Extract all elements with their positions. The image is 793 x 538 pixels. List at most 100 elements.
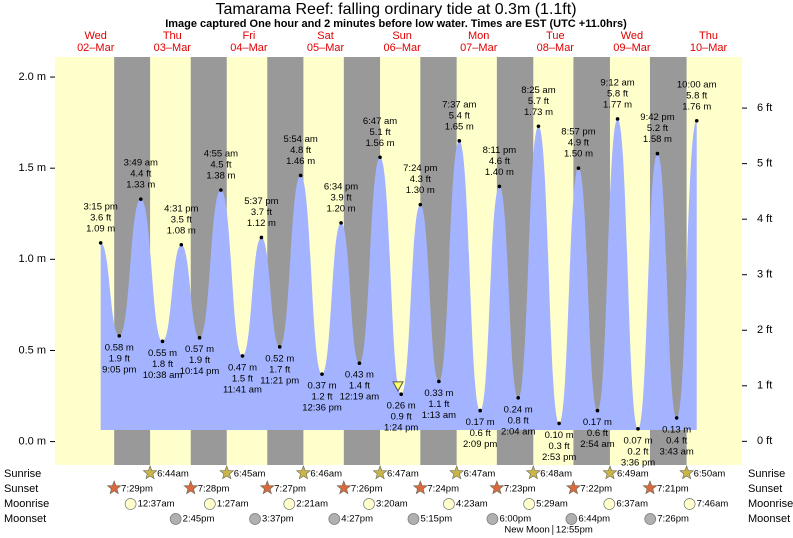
moonset-icon bbox=[644, 513, 657, 525]
row-label: Sunrise bbox=[4, 468, 41, 480]
event-time: 6:44am bbox=[157, 469, 189, 480]
y-tick-label: 1.5 m bbox=[18, 162, 46, 174]
extreme-label: 1.09 m bbox=[86, 223, 115, 234]
day-name: Wed bbox=[621, 30, 643, 42]
extreme-label: 7:37 am bbox=[442, 99, 476, 110]
moonrise-icon bbox=[603, 498, 616, 510]
extreme-label: 1.5 ft bbox=[232, 373, 253, 384]
extreme-label: 1.4 ft bbox=[349, 381, 370, 392]
row-label: Moonset bbox=[748, 513, 790, 525]
current-marker bbox=[392, 381, 404, 392]
sunset-icon bbox=[106, 480, 122, 495]
extreme-dot bbox=[117, 334, 122, 338]
sunset-icon bbox=[183, 480, 199, 495]
extreme-label: 0.3 ft bbox=[549, 441, 570, 452]
extreme-label: 3.6 ft bbox=[90, 212, 111, 223]
day-date: 06–Mar bbox=[383, 42, 421, 54]
event-time: 7:29pm bbox=[121, 484, 153, 495]
extreme-label: 0.24 m bbox=[504, 404, 533, 415]
event-time: 7:22pm bbox=[580, 484, 612, 495]
sunrise-icon bbox=[295, 465, 311, 480]
moonrise-icon bbox=[124, 498, 137, 510]
event-time: 2:45pm bbox=[183, 514, 215, 525]
extreme-label: 1.65 m bbox=[445, 121, 474, 132]
extreme-label: 0.6 ft bbox=[587, 428, 608, 439]
moon-phase: New Moon bbox=[504, 525, 549, 536]
extreme-dot bbox=[378, 155, 382, 160]
extreme-label: 3:43 am bbox=[659, 446, 693, 457]
extreme-label: 9:05 pm bbox=[102, 364, 136, 375]
event-time: 7:28pm bbox=[198, 484, 230, 495]
y-tick-label: 0.0 m bbox=[18, 436, 46, 448]
tide-area bbox=[100, 118, 697, 431]
extreme-label: 11:21 pm bbox=[260, 375, 299, 386]
event-time: 6:49am bbox=[617, 469, 649, 480]
extreme-label: 1.50 m bbox=[564, 149, 593, 160]
y2-tick-label: 2 ft bbox=[757, 324, 772, 336]
y2-tick-label: 6 ft bbox=[757, 102, 772, 114]
event-time: 5:29am bbox=[536, 499, 568, 510]
chart-title: Tamarama Reef: falling ordinary tide at … bbox=[215, 1, 576, 18]
event-time: 3:37pm bbox=[262, 514, 294, 525]
y2-tick-label: 5 ft bbox=[757, 158, 772, 170]
extreme-label: 5.7 ft bbox=[528, 96, 549, 107]
extreme-label: 11:41 am bbox=[223, 384, 262, 395]
extreme-dot bbox=[240, 354, 245, 358]
extreme-label: 4.6 ft bbox=[489, 156, 510, 167]
extreme-label: 1.76 m bbox=[682, 101, 711, 112]
row-label: Moonrise bbox=[748, 498, 793, 510]
extreme-label: 1.9 ft bbox=[109, 353, 130, 364]
row-label: Moonset bbox=[4, 513, 46, 525]
day-name: Wed bbox=[85, 30, 107, 42]
event-time: 6:47am bbox=[387, 469, 419, 480]
moonset-icon bbox=[328, 513, 341, 525]
event-time: 7:46am bbox=[697, 499, 729, 510]
event-time: 3:20am bbox=[376, 499, 408, 510]
extreme-label: 7:24 pm bbox=[403, 163, 437, 174]
moonrise-icon bbox=[683, 498, 696, 510]
extreme-label: 1.46 m bbox=[286, 156, 315, 167]
extreme-label: 1.38 m bbox=[206, 171, 235, 182]
moonrise-icon bbox=[443, 498, 455, 510]
extreme-dot bbox=[595, 408, 600, 413]
extreme-label: 0.52 m bbox=[265, 353, 294, 364]
event-time: 1:27am bbox=[217, 499, 249, 510]
event-time: 7:23pm bbox=[504, 484, 536, 495]
extreme-label: 4.5 ft bbox=[210, 160, 231, 171]
event-time: 7:27pm bbox=[274, 484, 306, 495]
extreme-label: 0.17 m bbox=[583, 417, 612, 428]
moon-phase-time: 12:55pm bbox=[556, 525, 593, 536]
day-name: Fri bbox=[243, 30, 256, 42]
extreme-label: 2:09 pm bbox=[463, 439, 497, 450]
extreme-label: 1.77 m bbox=[603, 99, 632, 110]
sunrise-icon bbox=[372, 465, 388, 480]
extreme-dot bbox=[399, 392, 403, 397]
extreme-dot bbox=[320, 372, 324, 376]
extreme-label: 5.8 ft bbox=[686, 90, 707, 101]
extreme-label: 0.10 m bbox=[545, 430, 574, 441]
event-time: 6:37am bbox=[616, 499, 648, 510]
day-name: Sat bbox=[317, 30, 334, 42]
extreme-label: 1.7 ft bbox=[269, 364, 290, 375]
extreme-dot bbox=[357, 361, 362, 366]
sunrise-icon bbox=[219, 465, 235, 480]
extreme-label: 1.12 m bbox=[247, 218, 276, 229]
event-time: 7:26pm bbox=[351, 484, 383, 495]
event-time: 7:26pm bbox=[657, 514, 689, 525]
day-name: Thu bbox=[699, 30, 718, 42]
row-label: Sunrise bbox=[748, 468, 785, 480]
extreme-label: 4.4 ft bbox=[130, 169, 151, 180]
extreme-label: 9:42 pm bbox=[640, 112, 674, 123]
row-label: Moonrise bbox=[4, 498, 49, 510]
extreme-dot bbox=[219, 188, 223, 192]
extreme-label: 5:37 pm bbox=[244, 196, 278, 207]
extreme-dot bbox=[516, 396, 520, 400]
extreme-label: 0.26 m bbox=[387, 401, 416, 412]
extreme-label: 0.13 m bbox=[662, 424, 691, 435]
extreme-label: 10:38 am bbox=[143, 370, 183, 381]
extreme-label: 4.3 ft bbox=[410, 174, 431, 185]
extreme-label: 5.2 ft bbox=[647, 123, 668, 134]
sunrise-icon bbox=[679, 465, 695, 480]
event-time: 12:37am bbox=[138, 499, 175, 510]
